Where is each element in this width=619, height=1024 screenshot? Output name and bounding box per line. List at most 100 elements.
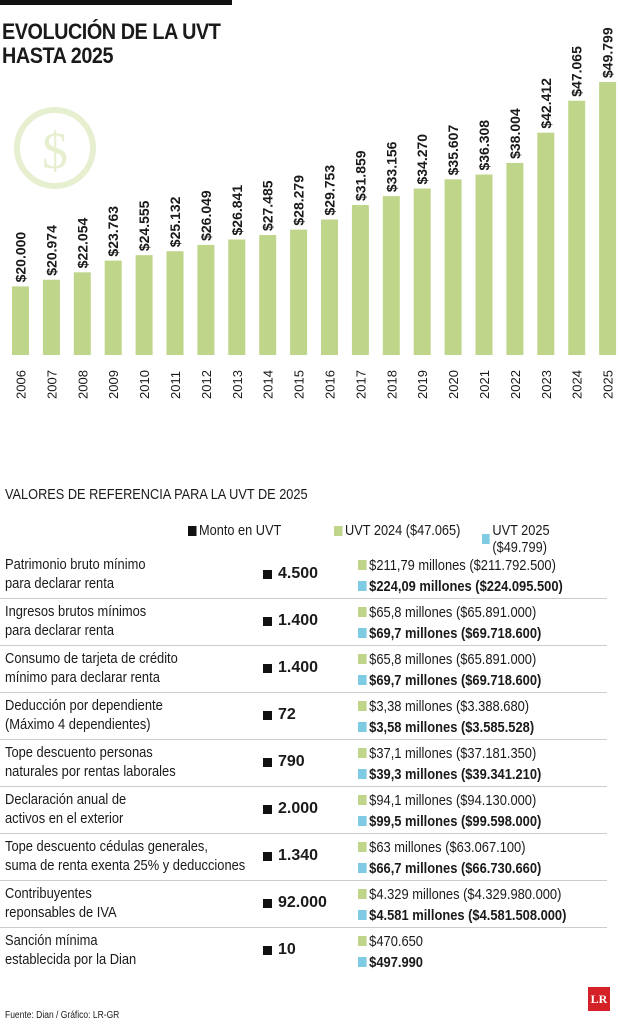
value-2025-text: $99,5 millones ($99.598.000)	[369, 813, 542, 830]
square-icon	[263, 851, 272, 861]
green-square-icon	[358, 607, 367, 617]
data-label: $47.065	[569, 46, 585, 97]
bar-2011	[166, 251, 184, 355]
data-label: $25.132	[167, 196, 183, 247]
x-tick-label: 2016	[323, 370, 338, 399]
value-2025-text: $224,09 millones ($224.095.500)	[369, 578, 563, 595]
row-label: Deducción por dependiente (Máximo 4 depen…	[5, 696, 163, 734]
value-2025-text: $3,58 millones ($3.585.528)	[369, 719, 535, 736]
row-values: $94,1 millones ($94.130.000) $99,5 millon…	[358, 790, 541, 832]
uvt-amount: 10	[263, 941, 296, 959]
value-2025-text: $69,7 millones ($69.718.600)	[369, 625, 542, 642]
value-2024: $65,8 millones ($65.891.000)	[358, 602, 541, 623]
uvt-amount: 1.400	[263, 659, 318, 677]
bar-2010	[135, 255, 153, 355]
value-2024-text: $470.650	[369, 933, 423, 950]
data-label: $36.308	[476, 120, 492, 171]
blue-square-icon	[358, 722, 367, 732]
green-square-icon	[358, 936, 367, 946]
square-icon	[263, 757, 272, 767]
legend-swatch-icon	[188, 525, 197, 536]
data-label: $20.000	[13, 232, 29, 283]
table-row: Sanción mínima establecida por la Dian 10…	[0, 928, 619, 975]
x-tick-label: 2008	[75, 370, 90, 399]
row-divider	[0, 739, 607, 740]
uvt-value: 790	[278, 753, 305, 770]
value-2024: $470.650	[358, 931, 423, 952]
row-label: Consumo de tarjeta de crédito mínimo para…	[5, 649, 178, 687]
bar-2022	[506, 162, 524, 355]
blue-square-icon	[358, 957, 367, 967]
bar-2012	[197, 244, 215, 355]
uvt-amount: 92.000	[263, 894, 327, 912]
green-square-icon	[358, 654, 367, 664]
square-icon	[263, 804, 272, 814]
row-divider	[0, 598, 607, 599]
green-square-icon	[358, 560, 367, 570]
row-label-line: Contribuyentes	[5, 885, 92, 902]
blue-square-icon	[358, 769, 367, 779]
row-label-line: Deducción por dependiente	[5, 697, 163, 714]
value-2025-text: $497.990	[369, 954, 423, 971]
x-tick-label: 2025	[601, 370, 616, 399]
data-label: $26.841	[229, 185, 245, 236]
value-2025: $99,5 millones ($99.598.000)	[358, 811, 541, 832]
value-2025: $3,58 millones ($3.585.528)	[358, 717, 534, 738]
value-2025: $224,09 millones ($224.095.500)	[358, 576, 563, 597]
square-icon	[263, 569, 272, 579]
uvt-value: 72	[278, 706, 296, 723]
blue-square-icon	[358, 675, 367, 685]
data-label: $49.799	[600, 27, 616, 78]
data-label: $23.763	[105, 206, 121, 257]
row-values: $65,8 millones ($65.891.000) $69,7 millon…	[358, 649, 541, 691]
green-square-icon	[358, 795, 367, 805]
table-row: Consumo de tarjeta de crédito mínimo para…	[0, 646, 619, 693]
value-2025: $69,7 millones ($69.718.600)	[358, 623, 541, 644]
dollar-coin-icon: $	[14, 107, 96, 189]
bar-2017	[351, 205, 369, 355]
value-2024: $3,38 millones ($3.388.680)	[358, 696, 534, 717]
green-square-icon	[358, 842, 367, 852]
x-tick-label: 2012	[199, 370, 214, 399]
green-square-icon	[358, 748, 367, 758]
uvt-value: 4.500	[278, 565, 319, 582]
bar-2009	[104, 260, 122, 355]
x-tick-label: 2017	[353, 370, 368, 399]
green-square-icon	[358, 701, 367, 711]
title-line-1: EVOLUCIÓN DE LA UVT	[2, 19, 221, 44]
bar-2025	[599, 82, 617, 355]
value-2024-text: $3,38 millones ($3.388.680)	[369, 698, 530, 715]
row-label: Contribuyentes reponsables de IVA	[5, 884, 117, 922]
value-2024-text: $65,8 millones ($65.891.000)	[369, 651, 537, 668]
x-tick-label: 2015	[292, 370, 307, 399]
row-label-line: Consumo de tarjeta de crédito	[5, 650, 178, 667]
row-divider	[0, 692, 607, 693]
x-tick-label: 2010	[137, 370, 152, 399]
data-label: $34.270	[414, 134, 430, 185]
row-label-line: Ingresos brutos mínimos	[5, 603, 147, 620]
x-tick-label: 2006	[14, 370, 29, 399]
table-row: Tope descuento personas naturales por ren…	[0, 740, 619, 787]
lr-logo: LR	[588, 987, 610, 1011]
table-row: Patrimonio bruto mínimo para declarar ren…	[0, 552, 619, 599]
square-icon	[263, 663, 272, 673]
data-label: $38.004	[507, 108, 523, 159]
legend-swatch-icon	[482, 534, 490, 544]
value-2024-text: $63 millones ($63.067.100)	[369, 839, 526, 856]
bar-2007	[42, 279, 60, 355]
bar-2006	[12, 286, 29, 355]
x-tick-label: 2013	[230, 370, 245, 399]
data-label: $29.753	[322, 165, 338, 216]
data-label: $35.607	[445, 125, 461, 176]
row-label-line: mínimo para declarar renta	[5, 669, 160, 686]
value-2024: $65,8 millones ($65.891.000)	[358, 649, 541, 670]
row-values: $3,38 millones ($3.388.680) $3,58 millone…	[358, 696, 534, 738]
row-label: Ingresos brutos mínimos para declarar ren…	[5, 602, 146, 640]
source-note: Fuente: Dian / Gráfico: LR-GR	[5, 1010, 120, 1021]
table-row: Contribuyentes reponsables de IVA 92.000 …	[0, 881, 619, 928]
blue-square-icon	[358, 628, 367, 638]
table-row: Ingresos brutos mínimos para declarar ren…	[0, 599, 619, 646]
uvt-amount: 4.500	[263, 565, 318, 583]
legend-label: UVT 2025 ($49.799)	[492, 522, 550, 556]
x-tick-label: 2020	[446, 370, 461, 399]
